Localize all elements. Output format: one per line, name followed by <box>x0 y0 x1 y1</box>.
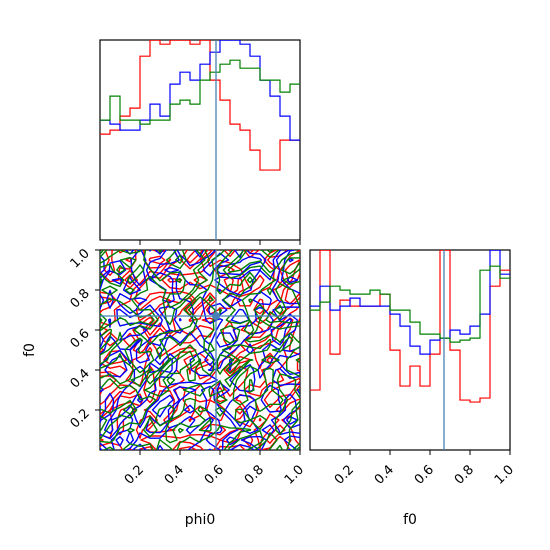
hist-f0-series-2 <box>310 265 510 343</box>
contour-y-tick-label-2: 0.6 <box>68 326 93 351</box>
truth-point <box>212 312 220 320</box>
hist-f0-series-1 <box>310 250 510 355</box>
hist-f0-frame <box>309 249 511 451</box>
y-axis-label-f0: f0 <box>22 343 38 357</box>
hist-f0-x-tick-label-3: 0.8 <box>452 462 477 487</box>
contour-x-tick-label-3: 0.8 <box>242 462 267 487</box>
contour-y-tick-label-1: 0.4 <box>68 366 93 391</box>
contour-y-tick-label-4: 1.0 <box>68 246 93 271</box>
x-axis-label-f0: f0 <box>403 512 417 528</box>
hist-f0-x-tick-label-0: 0.2 <box>332 462 357 487</box>
contour-series-2 <box>100 250 300 450</box>
hist-f0-x-tick-label-1: 0.4 <box>372 462 397 487</box>
contour-y-tick-label-3: 0.8 <box>68 286 93 311</box>
hist-phi0-series-0 <box>100 40 300 171</box>
hist-phi0-series-2 <box>100 59 300 125</box>
hist-f0-series-0 <box>310 250 510 403</box>
hist-f0-x-tick-label-2: 0.6 <box>412 462 437 487</box>
hist-f0-x-tick-label-4: 1.0 <box>492 462 517 487</box>
hist-f0-panel: 0.2 0.4 0.6 0.8 1.0 f0 <box>309 249 517 528</box>
contour-x-tick-label-2: 0.6 <box>202 462 227 487</box>
contour-panel: 0.2 0.4 0.6 0.8 1.0 0.2 0.4 0.6 0.8 1.0 phi0 f0 <box>22 246 307 528</box>
hist-phi0-panel <box>99 39 301 245</box>
contour-x-tick-label-0: 0.2 <box>122 462 147 487</box>
contour-x-tick-label-1: 0.4 <box>162 462 187 487</box>
x-axis-label-phi0: phi0 <box>185 512 216 528</box>
contour-x-tick-label-4: 1.0 <box>282 462 307 487</box>
contour-y-tick-label-0: 0.2 <box>68 406 93 431</box>
